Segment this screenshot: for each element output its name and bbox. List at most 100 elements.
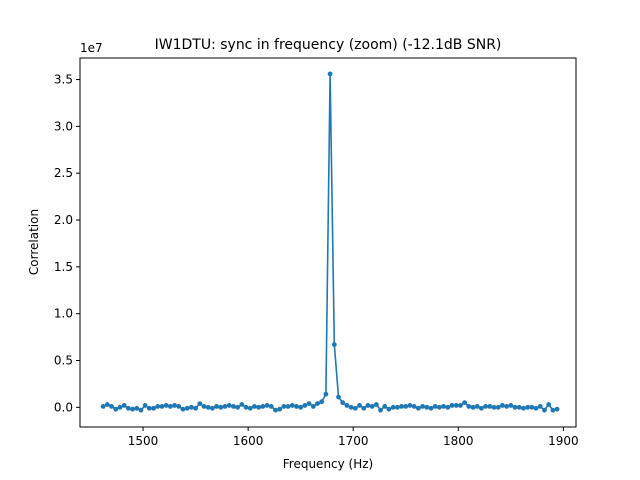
data-point bbox=[109, 404, 114, 409]
y-tick-label: 2.5 bbox=[54, 166, 73, 180]
data-point bbox=[100, 404, 106, 409]
y-tick-label: 3.5 bbox=[54, 73, 73, 87]
data-point bbox=[390, 404, 396, 410]
data-point bbox=[273, 407, 278, 413]
data-point bbox=[180, 406, 186, 412]
data-point bbox=[235, 404, 241, 410]
data-point bbox=[151, 405, 156, 411]
x-tick-label: 1800 bbox=[443, 434, 474, 448]
data-point bbox=[554, 406, 560, 412]
data-point bbox=[298, 404, 304, 410]
data-point bbox=[226, 403, 232, 408]
data-point bbox=[306, 401, 312, 406]
data-point bbox=[378, 407, 383, 413]
data-point bbox=[323, 391, 329, 397]
series-layer bbox=[100, 71, 560, 413]
data-point bbox=[352, 405, 358, 411]
data-point bbox=[159, 404, 165, 409]
data-point bbox=[357, 403, 362, 408]
data-point bbox=[243, 404, 249, 410]
data-point bbox=[529, 404, 535, 410]
data-point bbox=[441, 404, 446, 409]
data-point bbox=[533, 405, 539, 411]
data-point bbox=[138, 407, 144, 413]
data-point bbox=[411, 404, 417, 409]
x-axis-label: Frequency (Hz) bbox=[283, 457, 374, 471]
y-axis: 0.0 0.5 1.0 1.5 2.0 2.5 3.0 3.5 bbox=[54, 73, 80, 414]
data-point bbox=[479, 405, 484, 411]
data-point bbox=[285, 404, 291, 409]
data-point bbox=[466, 404, 472, 409]
axes-frame bbox=[79, 57, 577, 428]
x-axis: 1500 1600 1700 1800 1900 bbox=[128, 427, 579, 448]
data-point bbox=[521, 405, 526, 411]
data-point bbox=[294, 404, 299, 409]
data-point bbox=[121, 403, 127, 408]
y-axis-multiplier: 1e7 bbox=[80, 41, 103, 55]
data-point bbox=[210, 405, 215, 411]
y-tick-label: 3.0 bbox=[54, 119, 73, 133]
data-point bbox=[445, 404, 451, 410]
data-point bbox=[277, 406, 283, 412]
data-point bbox=[474, 404, 480, 409]
data-point bbox=[188, 404, 194, 410]
data-point bbox=[428, 405, 434, 411]
data-point bbox=[214, 404, 220, 409]
data-point bbox=[453, 403, 459, 408]
x-tick-label: 1500 bbox=[128, 434, 159, 448]
data-point bbox=[436, 404, 442, 410]
data-point bbox=[361, 405, 367, 411]
data-point bbox=[218, 404, 224, 410]
data-point bbox=[302, 403, 308, 408]
data-point bbox=[369, 404, 375, 409]
data-point bbox=[491, 404, 497, 410]
data-point bbox=[542, 407, 547, 413]
data-point bbox=[420, 404, 425, 409]
y-tick-label: 0.5 bbox=[54, 354, 73, 368]
data-point bbox=[142, 403, 148, 408]
data-point bbox=[239, 402, 245, 407]
data-point bbox=[336, 394, 341, 400]
data-point bbox=[104, 402, 110, 407]
data-point bbox=[537, 404, 543, 409]
data-point bbox=[516, 404, 522, 410]
data-point bbox=[125, 405, 131, 411]
x-tick-label: 1700 bbox=[338, 434, 369, 448]
data-point bbox=[113, 406, 119, 412]
y-tick-label: 1.5 bbox=[54, 260, 73, 274]
data-point bbox=[205, 404, 211, 410]
data-point bbox=[281, 404, 287, 409]
data-point bbox=[403, 404, 409, 409]
data-point bbox=[130, 406, 135, 412]
data-point bbox=[260, 404, 266, 409]
data-point bbox=[365, 403, 371, 408]
data-point bbox=[264, 403, 270, 408]
data-point bbox=[487, 404, 493, 409]
data-point bbox=[167, 404, 173, 409]
data-point bbox=[394, 404, 400, 410]
plot-area bbox=[79, 57, 577, 428]
data-point bbox=[424, 404, 430, 410]
x-tick-label: 1600 bbox=[233, 434, 264, 448]
y-tick-label: 2.0 bbox=[54, 213, 73, 227]
data-point bbox=[382, 404, 388, 409]
data-point bbox=[134, 405, 140, 411]
data-point bbox=[193, 405, 198, 411]
data-point bbox=[146, 405, 152, 411]
data-point bbox=[344, 403, 350, 408]
data-point bbox=[289, 403, 295, 408]
data-point bbox=[155, 404, 161, 409]
data-point bbox=[201, 404, 207, 409]
data-point bbox=[184, 405, 190, 411]
data-point bbox=[117, 404, 123, 410]
data-point bbox=[319, 399, 325, 405]
y-tick-label: 1.0 bbox=[54, 307, 73, 321]
data-point bbox=[415, 405, 421, 411]
data-point bbox=[470, 404, 476, 410]
y-axis-label: Correlation bbox=[27, 209, 41, 275]
data-point bbox=[512, 404, 518, 410]
data-point bbox=[546, 402, 552, 407]
data-point bbox=[222, 404, 228, 409]
data-point bbox=[386, 406, 392, 412]
